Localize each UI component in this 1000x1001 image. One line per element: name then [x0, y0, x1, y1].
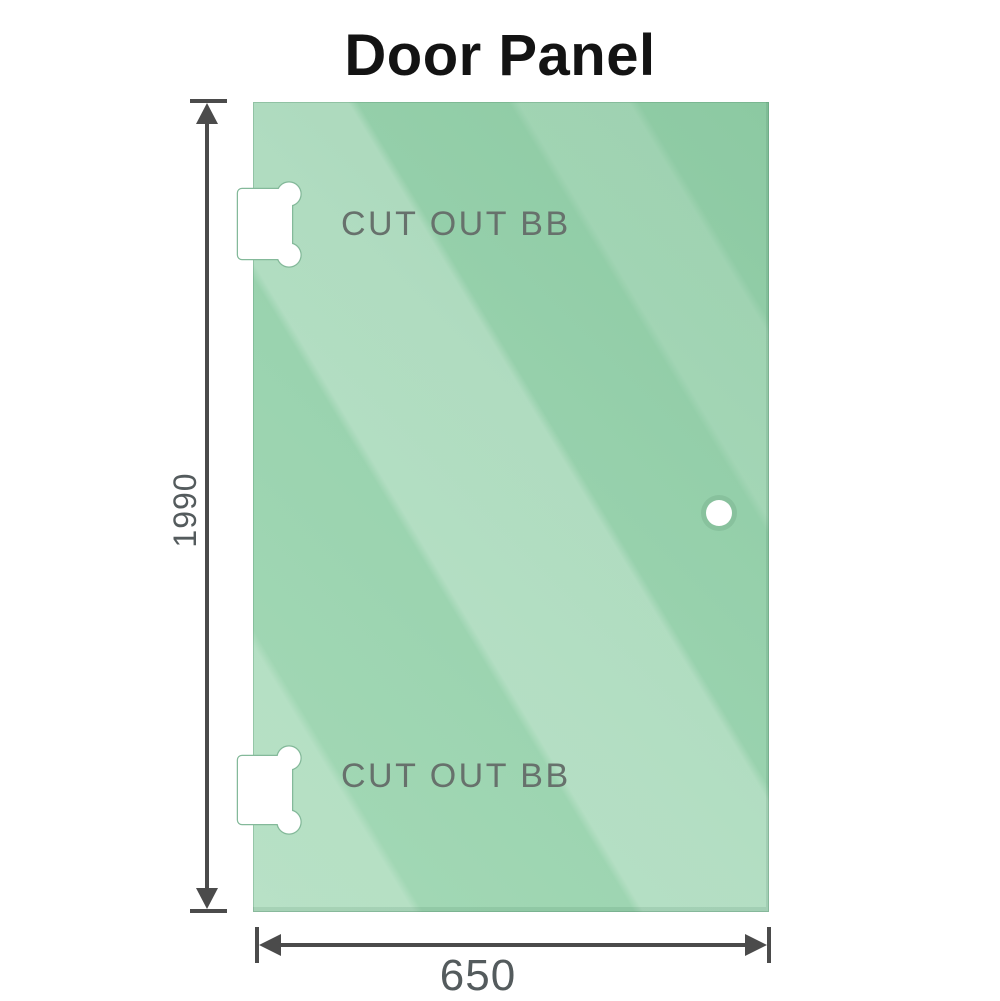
width-dimension-value: 650	[439, 951, 517, 1000]
height-dimension-value: 1990	[167, 472, 203, 548]
hinge-cutout-bottom	[236, 745, 302, 835]
arrow-up-icon	[196, 103, 218, 124]
arrow-left-icon	[259, 934, 281, 956]
page-title: Door Panel	[344, 23, 656, 88]
hinge-cutout-fill	[238, 182, 301, 267]
hinge-cutout-top	[236, 181, 302, 268]
height-dimension	[190, 99, 227, 913]
cutout-label-top: CUT OUT BB	[341, 205, 571, 243]
handle-hole	[706, 500, 732, 526]
width-dimension	[255, 927, 771, 963]
cutout-label-bottom: CUT OUT BB	[341, 757, 571, 795]
arrow-right-icon	[745, 934, 767, 956]
hinge-cutout-fill	[238, 746, 301, 834]
glass-panel	[253, 102, 769, 912]
arrow-down-icon	[196, 888, 218, 909]
